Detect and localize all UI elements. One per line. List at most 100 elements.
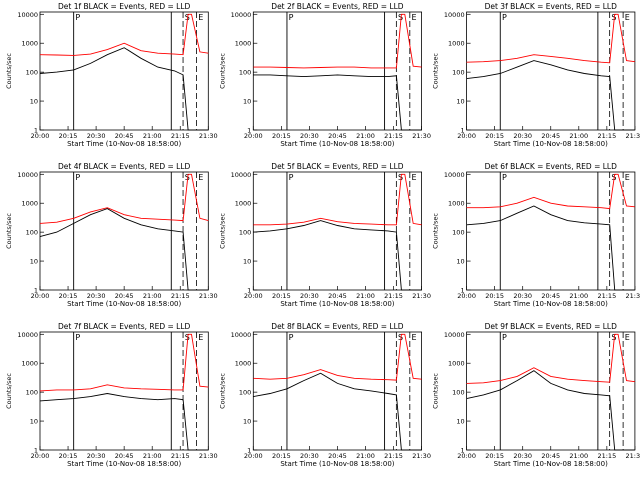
y-axis-label: Counts/sec [5,373,13,409]
y-tick-label: 1000 [21,40,38,48]
marker-letter: S [398,333,403,342]
series-lld [39,173,209,224]
x-tick-label: 21:15 [384,452,403,460]
x-tick-label: 20:00 [457,292,476,300]
x-tick-label: 20:45 [328,452,347,460]
y-tick-label: 1000 [448,200,465,208]
marker-letter: E [412,173,417,182]
panel-title: Det 3f BLACK = Events, RED = LLD [485,2,618,11]
panel-9: Det 9f BLACK = Events, RED = LLD 1 10 100 10… [432,322,640,468]
x-tick-label: 20:30 [300,292,319,300]
series-events [253,220,422,291]
series-events [39,47,209,131]
panel-5: Det 5f BLACK = Events, RED = LLD 1 10 100 10… [218,162,431,308]
x-tick-label: 21:00 [143,292,162,300]
marker-letter: E [198,173,203,182]
x-tick-label: 20:15 [485,132,504,140]
x-tick-label: 20:00 [244,452,263,460]
x-tick-label: 20:45 [115,292,134,300]
marker-letter: P [75,333,80,342]
x-tick-label: 21:15 [384,132,403,140]
x-tick-label: 20:45 [115,132,134,140]
x-tick-label: 20:15 [59,132,78,140]
x-axis-label: Start Time (10-Nov-08 18:58:00) [67,300,181,308]
y-tick-label: 10 [456,258,464,266]
y-axis-label: Counts/sec [5,53,13,89]
y-tick-label: 1000 [21,360,38,368]
series-events [39,208,209,291]
marker-letter: P [289,173,294,182]
marker-letter: P [289,13,294,22]
y-tick-label: 1 [460,287,464,295]
x-tick-label: 20:00 [457,132,476,140]
x-axis-label: Start Time (10-Nov-08 18:58:00) [494,300,608,308]
y-tick-label: 1 [247,127,251,135]
y-tick-label: 1 [247,287,251,295]
marker-letter: S [398,13,403,22]
panel-4: Det 4f BLACK = Events, RED = LLD 1 10 100 10… [5,162,218,308]
x-tick-label: 21:15 [597,132,616,140]
marker-letter: E [625,13,630,22]
series-events [466,60,635,131]
panel-title: Det 1f BLACK = Events, RED = LLD [58,2,191,11]
y-tick-label: 10000 [231,331,252,339]
series-lld [253,173,422,226]
x-tick-label: 20:45 [541,452,560,460]
x-tick-label: 20:30 [513,292,532,300]
y-axis-label: Counts/sec [432,213,440,249]
marker-letter: S [398,173,403,182]
x-axis-label: Start Time (10-Nov-08 18:58:00) [280,460,394,468]
marker-letter: E [198,13,203,22]
x-tick-label: 20:30 [513,132,532,140]
x-tick-label: 20:30 [87,292,106,300]
series-events [253,74,422,131]
y-tick-label: 10 [456,418,464,426]
x-tick-label: 20:00 [244,292,263,300]
x-tick-label: 21:00 [356,132,375,140]
y-tick-label: 100 [452,389,464,397]
marker-letter: E [412,13,417,22]
y-tick-label: 100 [26,229,38,237]
y-tick-label: 100 [26,389,38,397]
panel-title: Det 4f BLACK = Events, RED = LLD [58,162,191,171]
series-events [253,372,422,451]
panel-title: Det 5f BLACK = Events, RED = LLD [271,162,404,171]
series-events [466,205,635,291]
x-tick-label: 20:45 [541,132,560,140]
x-tick-label: 21:00 [569,452,588,460]
x-tick-label: 20:30 [513,452,532,460]
x-tick-label: 20:45 [541,292,560,300]
x-tick-label: 20:45 [328,292,347,300]
y-tick-label: 1 [34,287,38,295]
y-tick-label: 1 [460,127,464,135]
x-tick-label: 20:30 [87,452,106,460]
x-tick-label: 21:30 [412,452,431,460]
x-tick-label: 20:15 [272,452,291,460]
x-axis-label: Start Time (10-Nov-08 18:58:00) [494,140,608,148]
y-tick-label: 10 [243,98,251,106]
marker-letter: P [289,333,294,342]
x-tick-label: 21:15 [597,452,616,460]
series-lld [253,333,422,381]
x-tick-label: 20:15 [485,452,504,460]
x-tick-label: 21:30 [199,132,218,140]
x-tick-label: 20:00 [244,132,263,140]
panel-title: Det 2f BLACK = Events, RED = LLD [271,2,404,11]
x-tick-label: 20:45 [328,132,347,140]
panel-8: Det 8f BLACK = Events, RED = LLD 1 10 100 10… [218,322,431,468]
x-axis-label: Start Time (10-Nov-08 18:58:00) [67,140,181,148]
y-tick-label: 1 [34,127,38,135]
marker-letter: S [611,13,616,22]
x-tick-label: 20:30 [300,132,319,140]
x-tick-label: 21:00 [143,132,162,140]
y-tick-label: 1000 [235,200,252,208]
x-axis-label: Start Time (10-Nov-08 18:58:00) [67,460,181,468]
x-tick-label: 21:30 [199,292,218,300]
x-tick-label: 20:45 [115,452,134,460]
y-tick-label: 10 [456,98,464,106]
x-tick-label: 21:30 [626,132,640,140]
y-tick-label: 1 [34,447,38,455]
panel-2: Det 2f BLACK = Events, RED = LLD 1 10 100 10… [218,2,431,148]
panel-7: Det 7f BLACK = Events, RED = LLD 1 10 100 10… [5,322,218,468]
y-tick-label: 1 [460,447,464,455]
